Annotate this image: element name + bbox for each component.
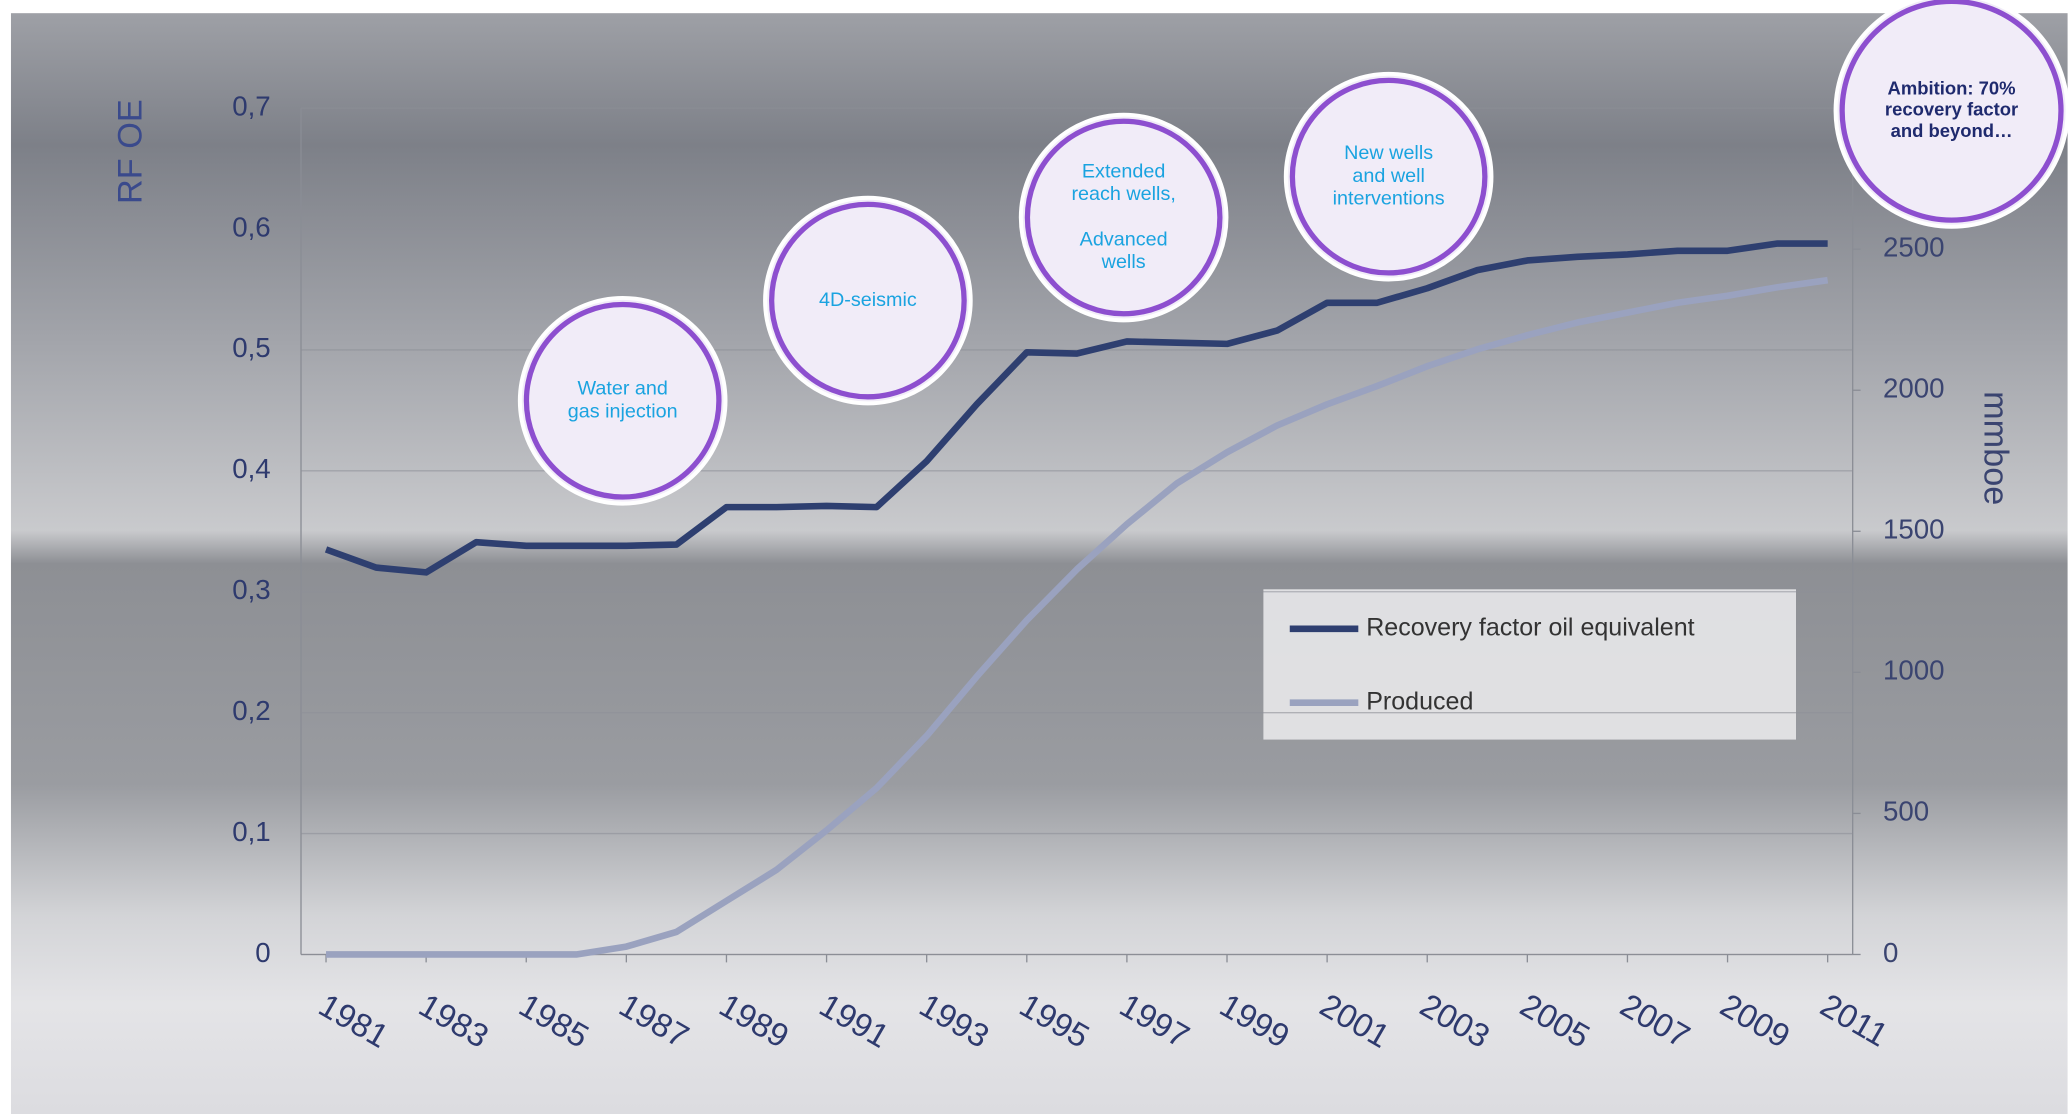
y-tick-label: 0,4 [232, 453, 270, 484]
annotation-text: Ambition: 70% [1888, 77, 2016, 98]
annotation-ring [1024, 118, 1223, 317]
annotation-text: 4D-seismic [819, 289, 917, 311]
annotation-circle [1018, 112, 1229, 323]
y-axis-label: RF OE [111, 99, 149, 204]
annotation-ring [1839, 0, 2064, 223]
y2-tick-label: 1500 [1883, 514, 1945, 545]
annotation-circle [517, 295, 728, 506]
y2-tick-label: 1000 [1883, 655, 1945, 686]
y-tick-label: 0 [255, 937, 270, 968]
annotation-text: reach wells, [1071, 183, 1175, 205]
y2-tick-label: 2500 [1883, 231, 1945, 262]
annotation-text: and beyond… [1891, 120, 2013, 141]
legend-label: Produced [1366, 687, 1473, 715]
y-tick-label: 0,2 [232, 695, 270, 726]
annotation-text: Water and [577, 378, 667, 400]
annotation-text: Extended [1082, 160, 1166, 182]
y2-tick-label: 500 [1883, 796, 1929, 827]
y-tick-label: 0,5 [232, 332, 270, 363]
annotation-text: recovery factor [1885, 99, 2018, 120]
annotation-text: Advanced [1080, 228, 1168, 250]
y2-axis-label: mmboe [1977, 391, 2015, 505]
y-tick-label: 0,6 [232, 211, 270, 242]
annotation-ring [1289, 77, 1488, 276]
y-tick-label: 0,3 [232, 574, 270, 605]
legend [1263, 589, 1797, 740]
annotation-ring [769, 201, 967, 400]
y2-tick-label: 0 [1883, 937, 1898, 968]
annotation-text: New wells [1344, 142, 1433, 164]
y-tick-label: 0,1 [232, 816, 270, 847]
annotation: 4D-seismic [763, 195, 973, 406]
annotation-text: and well [1352, 165, 1425, 187]
annotation-circle [763, 195, 973, 406]
series-line [326, 276, 1829, 958]
y-tick-label: 0,7 [232, 90, 270, 121]
annotation-ring [523, 301, 722, 500]
annotation-text: gas injection [568, 400, 678, 422]
y2-tick-label: 2000 [1883, 373, 1945, 404]
legend-label: Recovery factor oil equivalent [1366, 613, 1694, 641]
series-line [324, 240, 1828, 576]
annotation-circle [1283, 71, 1494, 282]
annotation-text: interventions [1333, 188, 1445, 210]
annotation-text: wells [1101, 251, 1146, 273]
